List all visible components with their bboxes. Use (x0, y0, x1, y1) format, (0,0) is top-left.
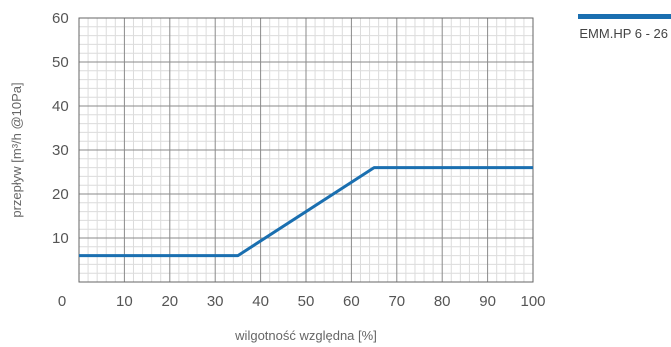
x-tick-label: 100 (520, 293, 545, 310)
y-tick-label: 60 (52, 10, 69, 27)
x-tick-label: 20 (161, 293, 178, 310)
x-tick-label: 10 (116, 293, 133, 310)
x-tick-label: 0 (58, 293, 66, 310)
y-tick-labels: 10 20 30 40 50 60 (52, 10, 69, 247)
legend-label: EMM.HP 6 - 26 (579, 26, 668, 41)
y-tick-label: 50 (52, 54, 69, 71)
y-tick-label: 20 (52, 186, 69, 203)
x-tick-label: 40 (252, 293, 269, 310)
x-tick-label: 50 (298, 293, 315, 310)
x-axis-label: wilgotność względna [%] (234, 328, 377, 343)
plot-frame (78, 17, 534, 283)
y-tick-label: 30 (52, 142, 69, 159)
major-grid (78, 17, 534, 283)
y-tick-label: 10 (52, 230, 69, 247)
x-tick-label: 60 (343, 293, 360, 310)
y-tick-label: 40 (52, 98, 69, 115)
legend: EMM.HP 6 - 26 (578, 14, 671, 41)
y-axis-label: przepływ [m³/h @10Pa] (9, 82, 24, 217)
x-tick-label: 90 (479, 293, 496, 310)
x-tick-label: 70 (388, 293, 405, 310)
x-tick-label: 80 (434, 293, 451, 310)
series-layer (79, 166, 533, 258)
x-tick-labels: 0 10 20 30 40 50 60 70 80 90 100 (58, 293, 546, 310)
series-line (79, 166, 533, 258)
legend-swatch (578, 14, 671, 19)
x-tick-label: 30 (207, 293, 224, 310)
